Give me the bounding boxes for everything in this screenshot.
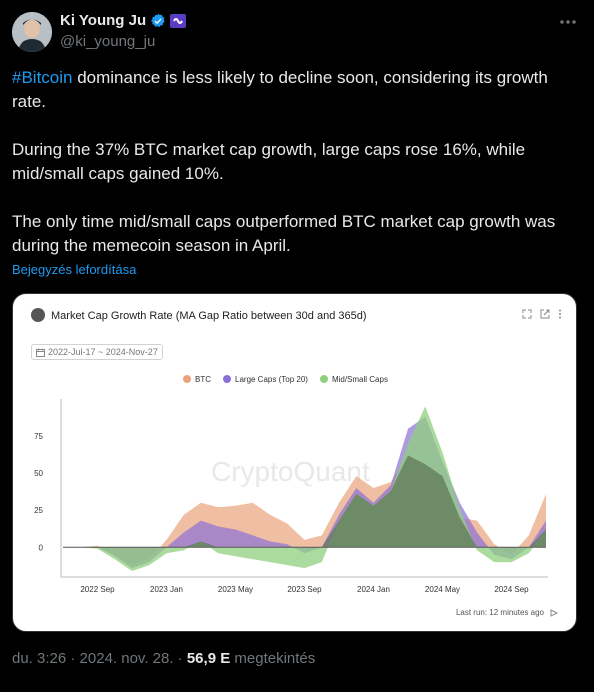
legend-item-mid-small-caps[interactable]: Mid/Small Caps [319,375,388,384]
tweet-paragraph-1: #Bitcoin dominance is less likely to dec… [12,66,582,114]
y-tick-label: 25 [34,506,43,515]
expand-icon[interactable] [522,309,532,319]
chart-legend: BTC Large Caps (Top 20) Mid/Small Caps [183,375,388,384]
translate-post-link[interactable]: Bejegyzés lefordítása [12,262,137,277]
author-handle[interactable]: @ki_young_ju [60,33,156,50]
affiliate-badge-icon[interactable] [170,13,187,28]
avatar[interactable] [12,12,52,52]
x-tick-label: 2024 Sep [494,585,529,594]
chart-title: Market Cap Growth Rate (MA Gap Ratio bet… [51,310,367,322]
growth-rate-chart: CryptoQuant 0 25 50 75 2022 Sep 2023 Jan 2023… [34,399,548,594]
tweet-paragraph-3: The only time mid/small caps outperforme… [12,212,556,255]
legend-label-mid-small-caps: Mid/Small Caps [331,375,388,384]
tweet-meta: du. 3:26 · 2024. nov. 28. · 56,9 E megte… [12,650,315,667]
y-tick-label: 0 [39,543,44,552]
last-run: Last run: 12 minutes ago [456,608,558,617]
legend-label-large-caps: Large Caps (Top 20) [235,375,308,384]
legend-item-btc[interactable]: BTC [183,375,211,384]
legend-item-large-caps[interactable]: Large Caps (Top 20) [223,375,308,384]
view-count: 56,9 E [186,650,231,667]
name-row: Ki Young Ju [60,12,187,29]
author-logo-icon [31,308,45,322]
y-tick-label: 50 [34,469,43,478]
chart-watermark: CryptoQuant [211,456,370,487]
date-range-box[interactable]: 2022-Jul-17 ~ 2024-Nov-27 [31,344,163,360]
avatar-image [12,12,52,52]
hashtag-link[interactable]: #Bitcoin [12,68,73,87]
legend-label-btc: BTC [195,375,211,384]
verified-icon [151,13,165,27]
view-label: megtekintés [230,650,316,667]
legend-dot-mid-small-caps [319,375,328,383]
x-tick-label: 2024 Jan [357,585,390,594]
external-link-icon[interactable] [540,309,550,319]
date-range-text: 2022-Jul-17 ~ 2024-Nov-27 [48,347,158,357]
x-tick-label: 2024 May [425,585,460,594]
tweet-datetime[interactable]: du. 3:26 · 2024. nov. 28. · [12,650,187,667]
last-run-text: Last run: 12 minutes ago [455,608,544,617]
tweet-line1-rest: dominance is less likely to decline soon… [12,68,548,111]
tweet-text: #Bitcoin dominance is less likely to dec… [12,66,582,282]
card-icons [522,309,562,319]
x-tick-label: 2022 Sep [80,585,115,594]
more-options-icon[interactable] [558,14,578,30]
x-tick-label: 2023 Sep [287,585,322,594]
chart-image-card[interactable]: Market Cap Growth Rate (MA Gap Ratio bet… [12,293,577,632]
series-overlap-area [63,455,546,548]
x-tick-label: 2023 May [218,585,253,594]
legend-dot-btc [183,375,191,383]
tweet-paragraph-2: During the 37% BTC market cap growth, la… [12,140,526,183]
play-icon[interactable] [550,608,558,617]
legend-dot-large-caps [223,375,231,383]
y-tick-label: 75 [34,432,43,441]
x-tick-label: 2023 Jan [150,585,183,594]
calendar-icon [36,348,45,357]
author-name[interactable]: Ki Young Ju [60,12,147,29]
kebab-menu-icon[interactable] [558,309,562,319]
